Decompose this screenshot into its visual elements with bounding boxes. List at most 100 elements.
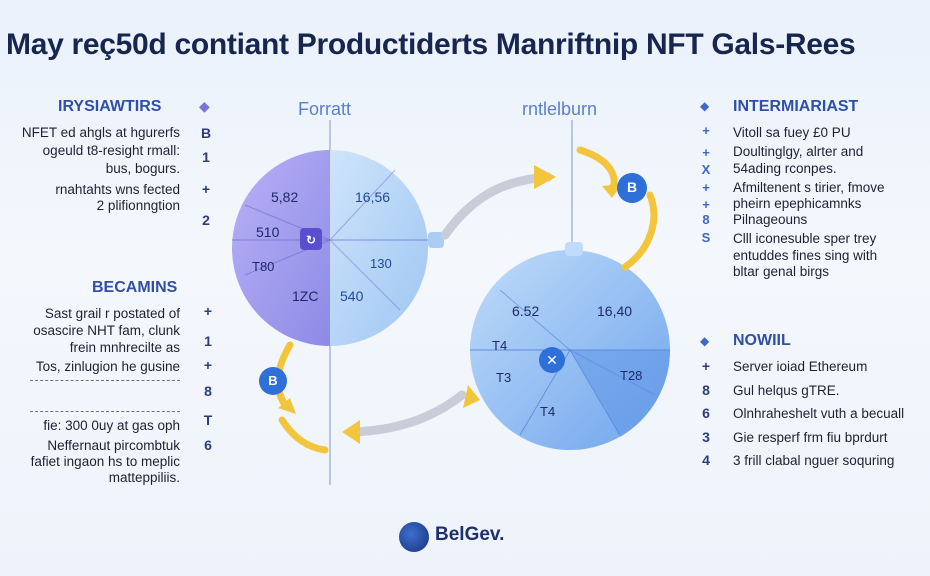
left-s2-line-8: fafiet ingaon hs to meplic (30, 454, 180, 469)
right-s2-mark-3: 6 (702, 405, 710, 421)
right-mark-5: + (702, 197, 710, 212)
center-label-left: Forratt (298, 99, 352, 119)
right-line-2: Doultinglgy, alrter and (733, 144, 864, 159)
left-circle-connector (428, 232, 444, 248)
left-section2-header: BECAMINS (92, 279, 178, 296)
badge-top-circle (617, 173, 647, 203)
arrow-head-yellow-top-right (602, 184, 622, 198)
left-s2-line-1: Sast grail r postated of (44, 306, 180, 321)
right-header: INTERMIARIAST (733, 98, 859, 115)
right-mark-4: + (702, 180, 710, 195)
brand-logo-icon (399, 522, 429, 552)
left-s2-line-9: matteppiliis. (108, 470, 180, 485)
right-mark-3: X (701, 162, 711, 177)
arrow-head-yellow-bottom-left (342, 420, 360, 444)
arrow-head-yellow-left (278, 398, 296, 414)
left-s2-mark-2: 1 (204, 333, 212, 349)
right-s2-line-3: Olnhraheshelt vuth a becuall (733, 406, 905, 421)
left-circle-center-chip (300, 228, 322, 250)
right-section2-bullet-icon: ◆ (700, 334, 710, 348)
left-line-5: 2 plifionngtion (96, 198, 180, 213)
right-line-3: 54ading rconpes. (733, 161, 837, 176)
right-line-1: Vitoll sa fuey £0 PU (733, 125, 851, 140)
page-title: May reç50d contiant Productiderts Manrif… (6, 28, 856, 61)
left-circle-blue-half (330, 150, 428, 346)
left-s2-line-7: Neffernaut pircombtuk (47, 438, 180, 453)
right-s2-mark-4: 3 (702, 429, 710, 445)
right-line-7: Clll iconesuble sper trey (733, 231, 877, 246)
left-circle-value-2: 510 (256, 224, 280, 240)
arrow-grey-top (440, 172, 553, 240)
badge-bottom-circle (259, 367, 287, 395)
left-circle-value-3: 1ZC (292, 288, 319, 304)
left-s2-mark-1: + (203, 303, 213, 319)
right-mark-2: + (702, 145, 710, 160)
right-s2-mark-2: 8 (702, 382, 710, 398)
right-s2-line-2: Gul helqus gTRE. (733, 383, 840, 398)
left-circle-value-5: 16,56 (355, 189, 391, 205)
brand-name: BelGev. (435, 524, 505, 545)
badge-top-label: B (626, 179, 638, 195)
right-line-4: Afmiltenent s tirier, fmove (733, 180, 885, 195)
left-header-bullet-icon: ◆ (199, 98, 210, 114)
right-s2-line-1: Server ioiad Ethereum (733, 359, 868, 374)
arrow-yellow-left-bottom (278, 416, 329, 454)
right-circle-wedge-line-3 (499, 289, 571, 351)
right-circle-connector (565, 242, 583, 256)
right-circle-value-4: T3 (496, 370, 512, 385)
arrow-grey-bottom (350, 390, 467, 437)
left-line-4: rnahtahts wns fected (55, 182, 180, 197)
right-s2-mark-5: 4 (702, 452, 710, 468)
left-s2-line-6: fie: 300 0uy at gas oph (43, 418, 180, 433)
arrow-head-yellow-bottom-right (463, 385, 480, 408)
right-mark-7: S (701, 230, 711, 245)
right-s2-line-5: 3 frill clabal nguer soquring (733, 453, 895, 468)
refresh-icon: ↻ (306, 233, 316, 247)
right-circle-dark-wedge (570, 350, 671, 437)
left-s2-redacted-block (30, 380, 180, 412)
right-circle-value-6: T28 (620, 368, 643, 383)
left-s2-mark-4: 8 (204, 383, 212, 399)
left-header: IRYSIAWTIRS (58, 98, 162, 115)
badge-bottom-label: B (268, 373, 278, 388)
left-circle-value-1: 5,82 (271, 189, 299, 205)
right-circle-center-chip (539, 347, 565, 373)
left-mark-3: + (201, 181, 211, 197)
right-mark-6: 8 (702, 212, 710, 227)
arrow-yellow-top-right (576, 146, 618, 194)
left-line-3: bus, bogurs. (105, 161, 180, 176)
left-s2-mark-5: T (203, 412, 213, 428)
left-s2-line-3: frein mnhrecilte as (69, 340, 180, 355)
right-s2-mark-1: + (701, 358, 711, 374)
left-s2-line-2: osascire NHT fam, clunk (33, 323, 180, 338)
left-circle-value-4: T80 (252, 259, 275, 274)
arrow-head-yellow-top (534, 165, 556, 189)
arrow-yellow-right (621, 191, 658, 271)
right-line-5: pheirn epephicamnks (733, 196, 862, 211)
right-circle-value-3: T4 (492, 338, 508, 353)
left-s2-line-4: Tos, zinlugion he gusine (35, 359, 180, 374)
left-s2-mark-3: + (203, 357, 213, 373)
close-icon: ✕ (546, 352, 558, 368)
right-header-bullet-icon: ◆ (700, 99, 710, 113)
right-line-8: entuddes fines sing with (733, 248, 878, 263)
right-circle-value-5: T4 (540, 404, 556, 419)
left-circle-value-6: 540 (340, 288, 364, 304)
left-mark-2: 1 (202, 149, 210, 165)
right-line-6: Pilnageouns (733, 212, 808, 227)
right-line-9: bltar genal birgs (733, 264, 830, 279)
left-circle-wedge-line-3 (329, 169, 396, 241)
left-mark-4: 2 (202, 212, 210, 228)
right-mark-1: + (702, 123, 710, 138)
left-s2-mark-6: 6 (204, 437, 212, 453)
right-circle-value-1: 6.52 (512, 303, 540, 319)
right-circle-value-2: 16,40 (597, 303, 633, 319)
right-s2-line-4: Gie resperf frm fiu bprdurt (733, 430, 888, 445)
right-section2-header: NOWIIL (733, 332, 791, 349)
left-line-2: ogeuld t8-resight rmall: (42, 143, 180, 158)
left-mark-1: B (200, 125, 212, 141)
left-circle-purple-half (232, 150, 330, 346)
center-label-right: rntlelburn (522, 99, 598, 119)
left-circle-value-7: 130 (370, 256, 392, 271)
